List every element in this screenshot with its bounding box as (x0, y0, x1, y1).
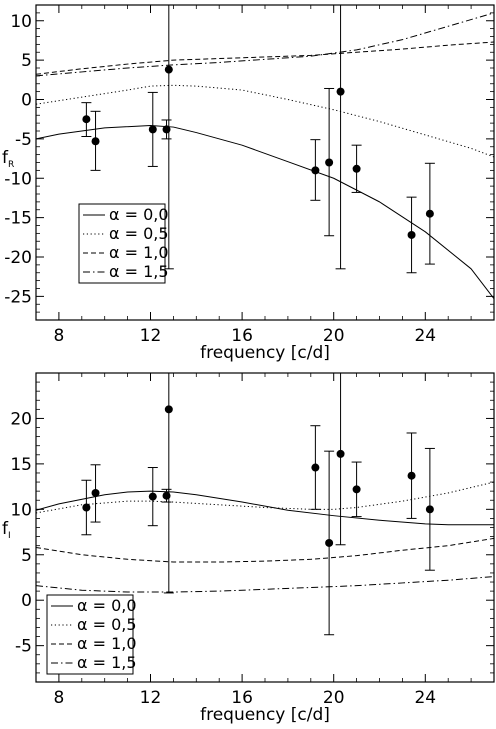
legend-label: α = 1,0 (109, 243, 169, 262)
legend-label: α = 0,0 (77, 596, 137, 615)
legend-box (46, 594, 134, 675)
legend-label: α = 0,5 (109, 224, 169, 243)
data-point (407, 471, 416, 480)
x-axis-label: frequency [c/d] (200, 343, 330, 363)
y-tick-label: 0 (21, 591, 32, 611)
data-point (425, 209, 434, 218)
data-point (148, 125, 157, 134)
data-point (407, 230, 416, 239)
data-point (162, 125, 171, 134)
legend-label: α = 1,5 (109, 262, 169, 281)
x-tick-label: 24 (414, 326, 436, 346)
y-tick-label: 15 (10, 455, 32, 475)
data-point (336, 87, 345, 96)
series-line-solid (36, 490, 494, 526)
y-tick-label: 10 (10, 12, 32, 32)
data-point (148, 492, 157, 501)
data-point (311, 166, 320, 175)
data-point (352, 485, 361, 494)
y-tick-label: -10 (4, 169, 32, 189)
y-tick-label: 20 (10, 409, 32, 429)
data-point (162, 491, 171, 500)
y-axis-label-sub: R (8, 160, 14, 170)
y-tick-label: -15 (4, 209, 32, 229)
legend-label: α = 1,5 (77, 653, 137, 672)
series-line-dashed (36, 537, 494, 563)
legend-label: α = 0,0 (109, 205, 169, 224)
legend-label: α = 0,5 (77, 615, 137, 634)
series-group (36, 481, 494, 593)
points-group (81, 5, 435, 274)
y-axis-label-sub: I (8, 531, 11, 541)
y-tick-label: 5 (21, 546, 32, 566)
data-point (164, 65, 173, 74)
legend-box (78, 203, 166, 284)
y-tick-label: -25 (4, 287, 32, 307)
x-tick-label: 20 (323, 688, 345, 708)
y-axis-label: fI (2, 519, 11, 541)
panel-bottom: 8 12 16 20 24 20 15 10 5 0 -5 frequency [c/d] fI α = … (2, 372, 495, 725)
x-tick-label: 12 (140, 326, 162, 346)
series-line-dashdot (36, 576, 494, 593)
y-tick-label: 0 (21, 91, 32, 111)
x-tick-label: 16 (231, 688, 253, 708)
data-point (336, 449, 345, 458)
y-tick-label: 10 (10, 500, 32, 520)
series-line-solid (36, 124, 494, 300)
series-line-dotted (36, 481, 494, 514)
series-line-dashed (36, 41, 494, 75)
data-point (325, 158, 334, 167)
y-axis-label: fR (2, 148, 14, 170)
legend: α = 0,0α = 0,5α = 1,0α = 1,5 (78, 203, 169, 284)
y-tick-label: -20 (4, 248, 32, 268)
panel-top: 8 12 16 20 24 10 5 0 -5 -10 -15 -20 -25 frequency [c/… (2, 4, 495, 363)
y-tick-label: -5 (15, 130, 32, 150)
x-tick-label: 12 (140, 688, 162, 708)
series-group (36, 12, 494, 300)
x-tick-label: 8 (53, 688, 64, 708)
x-tick-label: 8 (53, 326, 64, 346)
x-tick-label: 16 (231, 326, 253, 346)
data-point (91, 488, 100, 497)
data-point (311, 463, 320, 472)
data-point (352, 164, 361, 173)
y-tick-label: 5 (21, 51, 32, 71)
x-axis-label: frequency [c/d] (200, 705, 330, 725)
data-point (82, 503, 91, 512)
y-tick-label: -5 (15, 637, 32, 657)
series-line-dashdot (36, 12, 494, 77)
data-point (164, 405, 173, 414)
data-point (91, 137, 100, 146)
legend: α = 0,0α = 0,5α = 1,0α = 1,5 (46, 594, 137, 675)
x-tick-label: 24 (414, 688, 436, 708)
legend-label: α = 1,0 (77, 634, 137, 653)
points-group (81, 373, 435, 636)
x-tick-label: 20 (323, 326, 345, 346)
series-line-dotted (36, 84, 494, 158)
data-point (82, 115, 91, 124)
data-point (325, 538, 334, 547)
data-point (425, 505, 434, 514)
